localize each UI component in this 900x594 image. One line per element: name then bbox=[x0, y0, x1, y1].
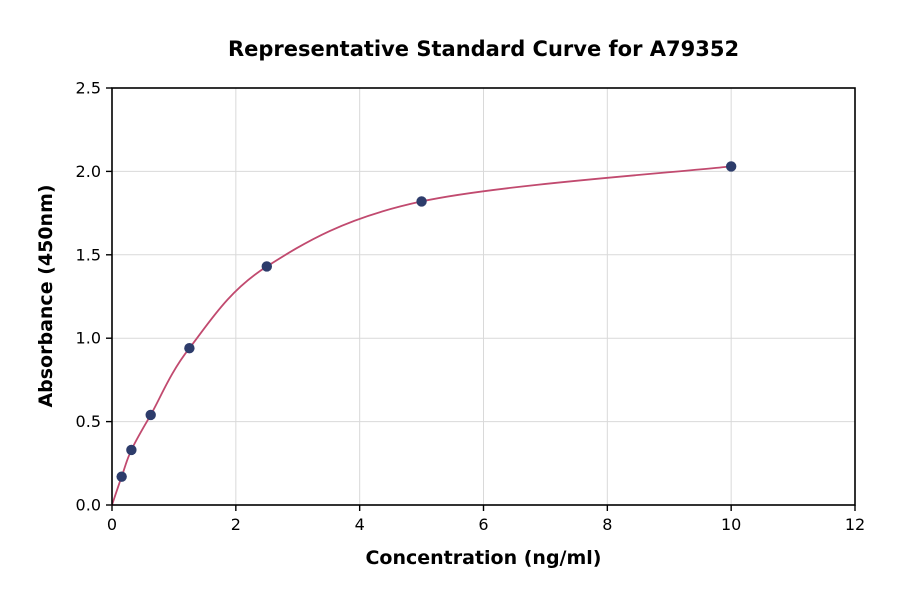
data-point-marker bbox=[145, 409, 156, 421]
svg-text:10: 10 bbox=[721, 515, 741, 534]
svg-text:2: 2 bbox=[231, 515, 241, 534]
data-point-marker bbox=[126, 444, 137, 456]
svg-text:12: 12 bbox=[845, 515, 865, 534]
svg-text:0: 0 bbox=[107, 515, 117, 534]
x-axis-label: Concentration (ng/ml) bbox=[365, 547, 602, 569]
x-tick-labels: 0 2 4 6 8 10 12 bbox=[107, 515, 865, 534]
svg-text:0.0: 0.0 bbox=[76, 496, 101, 515]
data-points bbox=[116, 161, 737, 482]
svg-text:4: 4 bbox=[355, 515, 365, 534]
data-point-marker bbox=[184, 343, 195, 354]
svg-text:1.0: 1.0 bbox=[76, 329, 101, 348]
data-point-marker bbox=[725, 161, 737, 172]
y-axis-label: Absorbance (450nm) bbox=[35, 184, 57, 408]
grid-lines bbox=[111, 87, 856, 506]
fit-curve bbox=[111, 165, 733, 506]
svg-text:1.5: 1.5 bbox=[76, 245, 101, 264]
axis-ticks bbox=[106, 87, 856, 511]
data-point-marker bbox=[261, 261, 272, 272]
chart-title: Representative Standard Curve for A79352 bbox=[227, 37, 740, 61]
data-point-marker bbox=[416, 196, 427, 207]
svg-text:2.5: 2.5 bbox=[76, 79, 101, 98]
svg-text:0.5: 0.5 bbox=[76, 412, 101, 431]
y-tick-labels: 0.0 0.5 1.0 1.5 2.0 2.5 bbox=[76, 79, 101, 515]
svg-text:6: 6 bbox=[478, 515, 488, 534]
svg-text:8: 8 bbox=[602, 515, 612, 534]
data-point-marker bbox=[116, 471, 127, 482]
svg-text:2.0: 2.0 bbox=[76, 162, 101, 181]
plot-border bbox=[111, 87, 856, 506]
